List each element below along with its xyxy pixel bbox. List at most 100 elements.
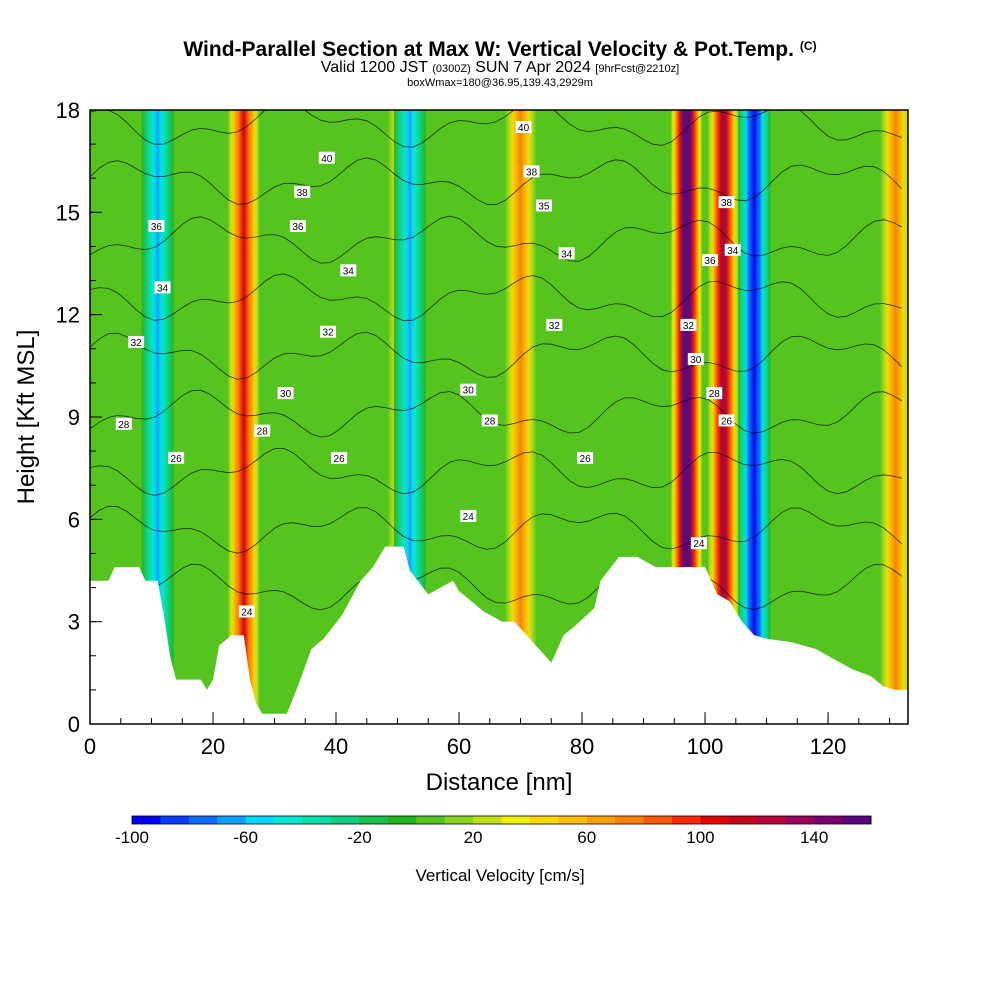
isentrope-label: 32 <box>549 321 561 332</box>
isentrope-line <box>90 110 902 148</box>
isentrope-label: 24 <box>241 607 253 618</box>
velocity-band <box>738 110 771 724</box>
colorbar-tick-label: 20 <box>464 828 483 847</box>
isentrope-label: 30 <box>280 389 292 400</box>
colorbar-swatch <box>615 816 645 824</box>
isentrope-label-bg <box>523 165 540 178</box>
colorbar-tick-label: -60 <box>233 828 258 847</box>
colorbar <box>131 815 872 825</box>
colorbar-swatch <box>359 816 389 824</box>
isentrope-label-bg <box>115 417 132 430</box>
isentrope-label: 38 <box>297 188 309 199</box>
isentrope-label-bg <box>294 185 311 198</box>
colorbar-swatch <box>842 816 872 824</box>
valid-time: Valid 1200 JST <box>320 59 428 76</box>
isentrope-label-bg <box>718 196 735 209</box>
isentrope-label: 26 <box>171 454 183 465</box>
isentrope-label-bg <box>515 121 532 134</box>
isentrope-label-bg <box>331 451 348 464</box>
isentrope-label: 24 <box>693 539 705 550</box>
colorbar-swatch <box>501 816 531 824</box>
colorbar-tick-label: 60 <box>577 828 596 847</box>
y-tick-label: 9 <box>68 405 80 430</box>
isentrope-label-bg <box>128 335 145 348</box>
y-tick-label: 6 <box>68 507 80 532</box>
x-axis-label: Distance [nm] <box>426 769 573 796</box>
isentrope-label-bg <box>701 254 718 267</box>
colorbar-swatch <box>416 816 446 824</box>
colorbar-swatch <box>245 816 275 824</box>
isentrope-label-bg <box>320 325 337 338</box>
y-tick-label: 0 <box>68 712 80 737</box>
colorbar-frame <box>131 815 872 825</box>
colorbar-swatch <box>785 816 815 824</box>
colorbar-swatch <box>814 816 844 824</box>
velocity-band <box>227 110 260 724</box>
isentrope-label-bg <box>340 264 357 277</box>
colorbar-tick-label: 100 <box>686 828 714 847</box>
isentrope-label: 30 <box>463 386 475 397</box>
isentrope-label-bg <box>535 199 552 212</box>
isentrope-label-bg <box>724 243 741 256</box>
colorbar-tick-label: -20 <box>347 828 372 847</box>
plot-area: 40 40 38 38 38 36 36 35 36 34 34 34 34 32 32 32 32 30 30 30… <box>90 110 908 724</box>
isentrope-label-bg <box>718 414 735 427</box>
isentrope-label: 36 <box>704 256 716 267</box>
x-tick-label: 120 <box>810 734 847 759</box>
isentrope-line <box>90 157 903 206</box>
colorbar-swatch <box>558 816 588 824</box>
colorbar-swatch <box>132 816 161 824</box>
isentrope-label-bg <box>277 387 294 400</box>
isentrope-label-bg <box>318 151 335 164</box>
isentrope-label: 26 <box>334 454 346 465</box>
isentrope-label: 38 <box>721 198 733 209</box>
colorbar-tick-label: 140 <box>800 828 828 847</box>
isentrope-label: 40 <box>321 154 333 165</box>
isentrope-line <box>90 505 903 554</box>
y-axis: 0 3 6 9 12 15 18 <box>56 98 102 737</box>
colorbar-swatch <box>274 816 304 824</box>
x-tick-label: 40 <box>324 734 348 759</box>
isentrope-label: 36 <box>151 222 163 233</box>
isentrope-label: 28 <box>257 427 269 438</box>
x-tick-label: 100 <box>687 734 724 759</box>
isentrope-label-bg <box>148 219 165 232</box>
colorbar-swatch <box>217 816 247 824</box>
isentrope-label-bg <box>690 537 707 550</box>
isentrope-label-bg <box>558 247 575 260</box>
isentrope-line <box>90 273 902 322</box>
colorbar-swatch <box>330 816 360 824</box>
isentrope-label: 32 <box>131 338 143 349</box>
colorbar-swatch <box>700 816 730 824</box>
colorbar-label: Vertical Velocity [cm/s] <box>415 866 584 885</box>
isentrope-label: 34 <box>727 246 739 257</box>
valid-utc: (0300Z) <box>432 63 471 75</box>
x-axis: 0 20 40 60 80 100 120 <box>84 712 891 759</box>
valid-date: SUN 7 Apr 2024 <box>475 59 591 76</box>
colorbar-tick-label: -100 <box>115 828 149 847</box>
isentrope-label: 26 <box>580 454 592 465</box>
isentrope-line <box>90 331 903 380</box>
isentrope-label: 24 <box>463 512 475 523</box>
isentrope-label: 30 <box>690 355 702 366</box>
y-tick-label: 18 <box>56 98 80 123</box>
isentrope-label-bg <box>687 353 704 366</box>
velocity-band <box>879 110 908 724</box>
isentrope-label-bg <box>577 451 594 464</box>
isentrope-label-bg <box>168 451 185 464</box>
isentrope-label: 36 <box>292 222 304 233</box>
isentrope-line <box>90 563 903 611</box>
chart-valid-line: Valid 1200 JST (0300Z) SUN 7 Apr 2024 [9… <box>0 59 1000 77</box>
isentrope-label-bg <box>238 605 255 618</box>
colorbar-swatch <box>160 816 190 824</box>
chart-title: Wind-Parallel Section at Max W: Vertical… <box>0 38 1000 62</box>
box-info: boxWmax=180@36.95,139.43,2929m <box>407 77 593 89</box>
chart-title-main: Wind-Parallel Section at Max W: Vertical… <box>183 38 794 61</box>
isentrope-label: 34 <box>561 249 573 260</box>
colorbar-swatch <box>529 816 559 824</box>
colorbar-swatch <box>188 816 218 824</box>
colorbar-swatch <box>302 816 332 824</box>
x-tick-label: 20 <box>201 734 225 759</box>
colorbar-swatch <box>728 816 758 824</box>
isentrope-label: 32 <box>683 321 695 332</box>
